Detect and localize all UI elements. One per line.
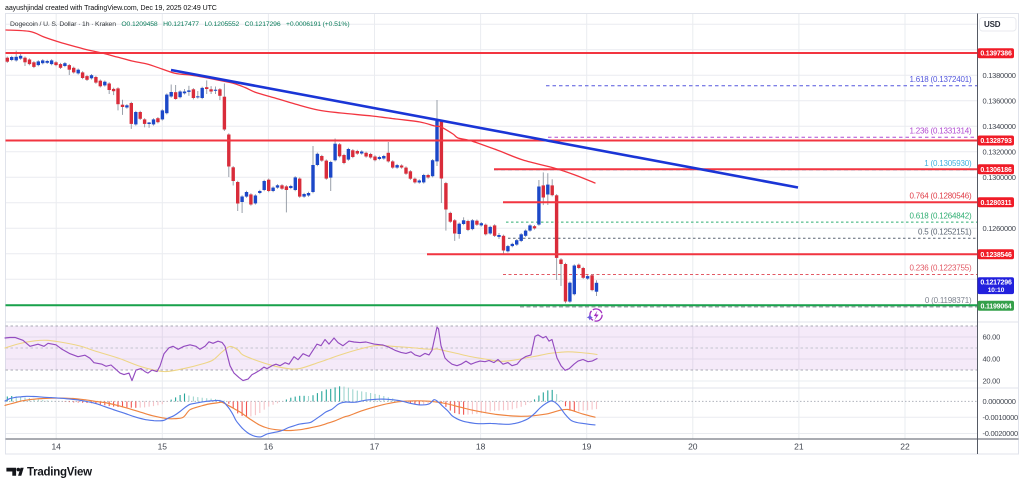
svg-text:0.1340000: 0.1340000 [983, 122, 1016, 131]
svg-text:0 (0.1198371): 0 (0.1198371) [925, 296, 972, 305]
svg-text:-0.0010000: -0.0010000 [983, 413, 1019, 422]
svg-text:Dogecoin / U. S. Dollar · 1h ·: Dogecoin / U. S. Dollar · 1h · Kraken O0.… [10, 21, 349, 28]
svg-text:TradingView: TradingView [27, 467, 92, 479]
svg-text:18: 18 [476, 442, 486, 452]
svg-text:1.618 (0.1372401): 1.618 (0.1372401) [910, 75, 973, 84]
svg-text:20: 20 [688, 442, 698, 452]
svg-text:14: 14 [51, 442, 61, 452]
svg-text:0.5 (0.1252151): 0.5 (0.1252151) [918, 228, 972, 237]
svg-text:USD: USD [984, 20, 1001, 29]
svg-text:60.00: 60.00 [983, 333, 1001, 342]
svg-text:0.764 (0.1280546): 0.764 (0.1280546) [910, 191, 973, 200]
svg-text:22: 22 [900, 442, 910, 452]
svg-text:0.1306186: 0.1306186 [980, 167, 1012, 174]
svg-text:0.1217296: 0.1217296 [980, 280, 1012, 287]
svg-text:0.1300000: 0.1300000 [983, 173, 1016, 182]
svg-text:21: 21 [794, 442, 804, 452]
svg-text:0.1320000: 0.1320000 [983, 147, 1016, 156]
svg-text:0.1280311: 0.1280311 [981, 200, 1012, 207]
svg-text:-0.0020000: -0.0020000 [983, 429, 1019, 438]
svg-text:0.618 (0.1264842): 0.618 (0.1264842) [910, 211, 973, 220]
svg-text:15: 15 [158, 442, 168, 452]
svg-text:17: 17 [370, 442, 380, 452]
svg-text:0.1328793: 0.1328793 [980, 138, 1012, 145]
svg-text:10:10: 10:10 [988, 287, 1005, 294]
svg-text:aayushjindal created with Trad: aayushjindal created with TradingView.co… [5, 5, 217, 12]
svg-text:0.1380000: 0.1380000 [983, 71, 1016, 80]
svg-text:1.236 (0.1331314): 1.236 (0.1331314) [910, 127, 973, 136]
svg-text:0.1238546: 0.1238546 [980, 252, 1012, 259]
svg-text:1 (0.1305930): 1 (0.1305930) [924, 159, 972, 168]
svg-text:16: 16 [264, 442, 274, 452]
svg-text:0.1397386: 0.1397386 [980, 51, 1012, 58]
svg-text:0.1360000: 0.1360000 [983, 96, 1016, 105]
svg-text:0.1199064: 0.1199064 [981, 303, 1012, 310]
svg-text:0.236 (0.1223755): 0.236 (0.1223755) [910, 264, 973, 273]
svg-text:0.1260000: 0.1260000 [983, 224, 1016, 233]
svg-text:40.00: 40.00 [983, 355, 1001, 364]
svg-text:19: 19 [582, 442, 592, 452]
svg-text:20.00: 20.00 [983, 377, 1001, 386]
svg-text:0.0000000: 0.0000000 [983, 397, 1016, 406]
